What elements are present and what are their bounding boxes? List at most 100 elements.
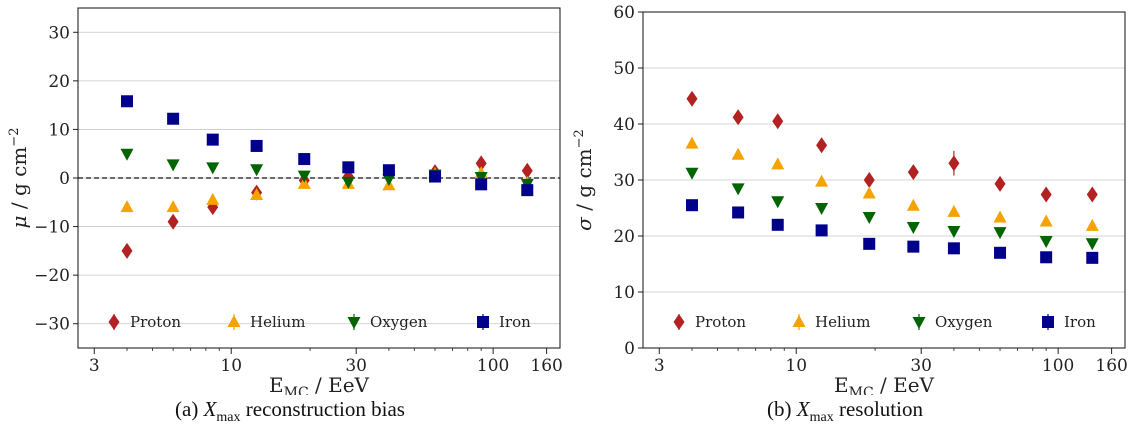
data-point xyxy=(685,167,699,180)
data-point xyxy=(947,225,961,238)
series-proton xyxy=(121,155,533,259)
legend-item-proton: Proton xyxy=(673,313,746,331)
data-point xyxy=(686,199,699,212)
y-tick-label: 10 xyxy=(48,120,70,140)
legend-item-oxygen: Oxygen xyxy=(912,313,993,331)
data-point xyxy=(1039,236,1053,249)
y-tick-label: −30 xyxy=(34,315,70,335)
data-point xyxy=(731,183,745,196)
x-tick-label: 160 xyxy=(1095,356,1127,376)
data-point xyxy=(816,137,828,154)
data-point xyxy=(862,211,876,224)
panel-resolution-chart: 0 10 20 30 40 50 60 3 10 30 100 160 Proton Helium Oxyg… xyxy=(572,3,1128,395)
y-axis-label: μ / g cm−2 xyxy=(7,128,31,229)
x-tick-label: 3 xyxy=(654,356,665,376)
data-point xyxy=(815,224,828,237)
data-point xyxy=(1040,251,1053,264)
data-point xyxy=(815,203,829,215)
data-point xyxy=(1040,186,1052,203)
figure: −30 −20 −10 0 10 20 30 3 10 30 100 160 Proton Helium O… xyxy=(7,3,1128,395)
data-point xyxy=(863,237,876,250)
data-point xyxy=(993,227,1007,240)
y-tick-label: 30 xyxy=(48,23,70,43)
y-tick-label: 20 xyxy=(613,227,635,247)
x-tick-label: 3 xyxy=(89,356,100,376)
y-tick-label: 10 xyxy=(613,283,635,303)
data-point xyxy=(906,222,920,235)
data-point xyxy=(731,147,745,160)
legend-item-helium: Helium xyxy=(227,313,305,331)
data-point xyxy=(206,133,219,146)
x-tick-label: 100 xyxy=(1042,356,1074,376)
data-point xyxy=(815,174,829,187)
data-point xyxy=(166,159,180,172)
series-oxygen xyxy=(120,148,534,191)
data-point xyxy=(475,178,488,191)
x-axis-label: EMC / EeV xyxy=(834,373,935,395)
caption-symbol: X xyxy=(796,397,810,421)
caption-tag: (b) xyxy=(767,397,792,421)
legend-item-iron: Iron xyxy=(1042,313,1096,331)
caption-subscript: max xyxy=(809,410,834,426)
data-point xyxy=(994,246,1007,259)
data-point xyxy=(907,164,919,181)
data-point xyxy=(521,184,534,197)
data-point xyxy=(206,162,220,175)
x-tick-label: 30 xyxy=(345,356,367,376)
data-point xyxy=(382,173,396,186)
legend-item-iron: Iron xyxy=(477,313,531,331)
legend-label: Iron xyxy=(1064,313,1096,331)
data-point xyxy=(863,172,875,188)
data-point xyxy=(685,136,699,149)
y-tick-label: 30 xyxy=(613,171,635,191)
legend-label: Proton xyxy=(130,313,181,331)
data-point xyxy=(475,155,487,172)
x-tick-label: 10 xyxy=(220,356,242,376)
data-point xyxy=(947,204,961,217)
data-point xyxy=(298,153,311,166)
legend-label: Helium xyxy=(250,313,305,331)
caption-bias: (a) Xmax reconstruction bias xyxy=(10,397,570,426)
data-point xyxy=(771,196,785,209)
legend-label: Oxygen xyxy=(935,313,993,331)
data-point xyxy=(1085,238,1099,251)
data-point xyxy=(732,206,745,219)
data-point xyxy=(947,242,960,255)
data-point xyxy=(341,176,355,189)
caption-subscript: max xyxy=(216,410,241,426)
y-tick-label: −20 xyxy=(34,266,70,286)
panel-bias-chart: −30 −20 −10 0 10 20 30 3 10 30 100 160 Proton Helium O… xyxy=(7,7,563,395)
data-point xyxy=(906,198,920,211)
plot-frame xyxy=(77,7,561,349)
caption-tag: (a) xyxy=(175,397,199,421)
y-tick-label: 20 xyxy=(48,72,70,92)
legend-item-helium: Helium xyxy=(792,313,870,331)
data-point xyxy=(521,162,533,179)
data-point xyxy=(429,170,442,183)
data-point xyxy=(297,170,311,183)
data-point xyxy=(120,200,134,213)
data-point xyxy=(1086,251,1099,264)
legend-label: Iron xyxy=(499,313,531,331)
y-tick-label: 0 xyxy=(624,339,635,359)
x-axis-label: EMC / EeV xyxy=(269,373,370,395)
caption-text: resolution xyxy=(838,397,923,421)
y-tick-label: 60 xyxy=(613,3,635,23)
caption-text: reconstruction bias xyxy=(245,397,405,421)
plot-frame xyxy=(642,11,1126,349)
x-tick-label: 30 xyxy=(910,356,932,376)
data-point xyxy=(250,139,263,152)
data-point xyxy=(1085,218,1099,231)
data-point xyxy=(342,161,355,174)
data-point xyxy=(250,188,264,200)
caption-symbol: X xyxy=(203,397,217,421)
series-iron xyxy=(686,199,1099,264)
data-point xyxy=(121,242,133,259)
series-helium xyxy=(120,166,534,213)
data-point xyxy=(771,218,784,231)
x-tick-label: 10 xyxy=(785,356,807,376)
legend-label: Oxygen xyxy=(370,313,428,331)
y-tick-label: −10 xyxy=(34,218,70,238)
series-proton xyxy=(686,90,1098,203)
data-point xyxy=(167,213,179,230)
